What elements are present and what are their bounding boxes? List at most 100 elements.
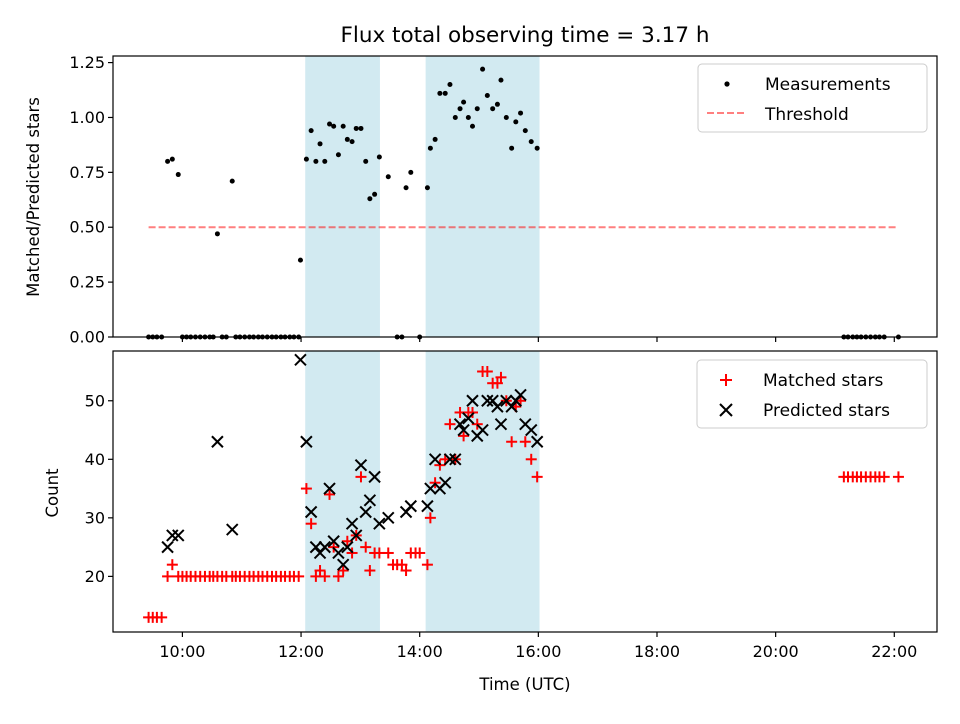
- matched-star-point: [481, 365, 493, 377]
- bottom-ytick-label: 40: [85, 450, 105, 469]
- matched-star-point: [466, 406, 478, 418]
- measurement-point: [494, 101, 500, 107]
- measurement-point: [452, 114, 458, 120]
- matched-star-point: [293, 570, 305, 582]
- top-x-axis-ticks: [181, 337, 895, 342]
- matched-star-point: [156, 611, 168, 623]
- matched-star-point: [324, 488, 336, 500]
- measurement-point: [313, 158, 319, 164]
- shaded-span-1: [305, 351, 380, 632]
- predicted-star-point: [476, 423, 489, 437]
- matched-star-point: [300, 483, 312, 495]
- bottom-x-axis: 10:00 12:00 14:00 16:00 18:00 20:00 22:00: [159, 632, 917, 661]
- predicted-star-point: [505, 400, 518, 413]
- bottom-legend: Matched stars Predicted stars: [696, 359, 928, 429]
- predicted-star-point: [494, 417, 508, 431]
- matched-star-point: [471, 418, 483, 430]
- matched-star-point: [414, 547, 426, 559]
- predicted-star-point: [462, 412, 475, 425]
- matched-star-point: [355, 471, 367, 483]
- measurement-point: [509, 145, 515, 151]
- measurement-point: [303, 156, 309, 162]
- predicted-star-point: [382, 511, 395, 525]
- predicted-star-point: [327, 535, 340, 548]
- measurement-point: [349, 139, 355, 145]
- measurement-point: [484, 93, 490, 99]
- bottom-ytick-label: 20: [85, 567, 105, 586]
- measurement-point: [317, 141, 323, 147]
- predicted-star-point: [341, 540, 354, 554]
- predicted-star-point: [336, 558, 350, 571]
- matched-star-point: [166, 559, 178, 571]
- measurement-point: [427, 145, 433, 151]
- measurement-point: [469, 123, 475, 129]
- legend-marker-matched: [720, 374, 732, 386]
- xtick-label: 20:00: [753, 642, 799, 661]
- measurement-point: [474, 106, 480, 112]
- measurement-point: [344, 136, 350, 142]
- top-panel: 0.00 0.25 0.50 0.75 1.00 1.25 Matched/Predict…: [24, 53, 938, 347]
- measurement-point: [308, 128, 314, 134]
- predicted-star-point: [161, 540, 174, 554]
- matched-star-point: [525, 453, 537, 465]
- measurement-point: [385, 174, 391, 180]
- predicted-star-point: [404, 499, 418, 513]
- measurement-point: [353, 125, 359, 131]
- matched-star-point: [305, 518, 317, 530]
- measurement-point: [437, 90, 443, 96]
- measurement-point: [490, 106, 496, 112]
- matched-stars-series: [143, 365, 904, 623]
- measurement-point: [432, 136, 438, 142]
- measurement-point: [367, 196, 373, 202]
- predicted-star-point: [350, 529, 363, 542]
- predicted-star-point: [368, 470, 381, 484]
- legend-marker-measurements: [724, 81, 730, 87]
- legend-label-threshold: Threshold: [764, 105, 849, 125]
- matched-star-point: [360, 541, 372, 553]
- matched-star-point: [421, 559, 433, 571]
- top-y-axis: 0.00 0.25 0.50 0.75 1.00 1.25: [69, 53, 113, 347]
- measurement-point: [327, 121, 333, 127]
- matched-star-point: [424, 512, 436, 524]
- matched-star-point: [396, 559, 408, 571]
- top-y-axis-label: Matched/Predicted stars: [24, 97, 43, 297]
- top-ytick-label: 1.00: [69, 108, 105, 127]
- matched-star-point: [892, 471, 904, 483]
- predicted-star-point: [530, 435, 544, 448]
- legend-label-predicted: Predicted stars: [763, 401, 890, 421]
- measurement-point: [513, 119, 519, 125]
- measurement-point: [214, 231, 220, 237]
- predicted-star-point: [373, 517, 386, 530]
- matched-star-point: [341, 535, 353, 547]
- top-ytick-label: 0.25: [69, 273, 105, 292]
- measurement-point: [534, 145, 540, 151]
- measurement-point: [447, 82, 453, 88]
- measurement-point: [322, 158, 328, 164]
- matched-star-point: [400, 565, 412, 577]
- predicted-star-point: [226, 523, 239, 536]
- xtick-label: 14:00: [397, 642, 443, 661]
- x-axis-label: Time (UTC): [478, 675, 570, 694]
- matched-star-point: [458, 430, 470, 442]
- predicted-star-point: [294, 353, 307, 366]
- xtick-label: 16:00: [515, 642, 561, 661]
- predicted-star-point: [439, 476, 452, 489]
- predicted-star-point: [318, 540, 331, 554]
- shaded-span-1: [305, 56, 380, 337]
- measurement-point: [403, 185, 409, 191]
- xtick-label: 10:00: [159, 642, 205, 661]
- bottom-y-axis-label: Count: [43, 468, 62, 518]
- measurement-point: [408, 169, 414, 175]
- legend-marker-predicted: [719, 403, 733, 417]
- predicted-star-point: [424, 482, 437, 495]
- measurement-point: [229, 178, 235, 184]
- shaded-span-2: [425, 56, 540, 337]
- matched-star-point: [878, 471, 890, 483]
- top-shaded-spans: [305, 56, 540, 337]
- predicted-star-point: [300, 435, 313, 448]
- measurement-point: [457, 106, 463, 112]
- xtick-label: 12:00: [278, 642, 324, 661]
- predicted-star-point: [359, 505, 372, 519]
- matched-star-point: [332, 570, 344, 582]
